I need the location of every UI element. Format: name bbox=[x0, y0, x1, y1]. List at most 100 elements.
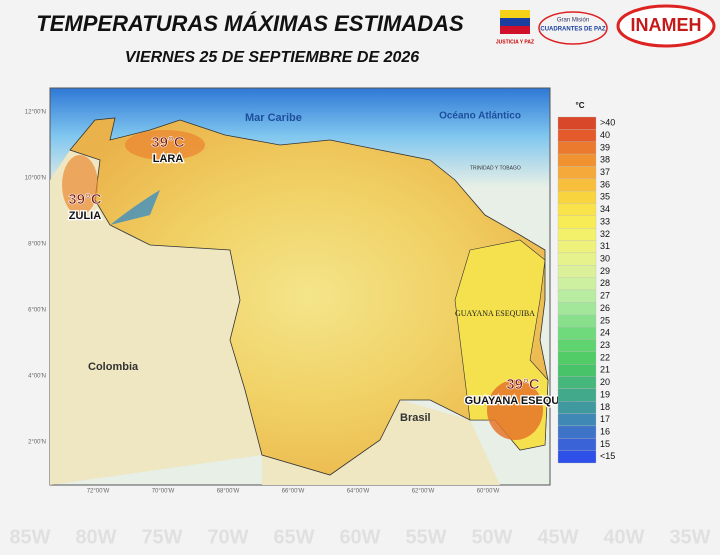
lat-label: 4°00'N bbox=[28, 374, 46, 380]
legend-swatch bbox=[557, 228, 597, 241]
legend-label: 16 bbox=[600, 426, 610, 436]
subtitle: VIERNES 25 DE SEPTIEMBRE DE 2026 bbox=[125, 49, 419, 66]
background-label: 40W bbox=[603, 526, 644, 548]
legend-swatch bbox=[557, 438, 597, 451]
legend-swatch bbox=[557, 141, 597, 155]
legend-label: 30 bbox=[600, 253, 610, 263]
lat-label: 12°00'N bbox=[25, 110, 46, 116]
legend-swatch bbox=[557, 289, 597, 303]
lon-label: 72°00'W bbox=[87, 489, 110, 495]
background-label: 70W bbox=[207, 526, 248, 548]
hotspot-place: ZULIA bbox=[69, 210, 101, 222]
hotspot-value: 39°C bbox=[68, 191, 102, 208]
legend-label: 17 bbox=[600, 414, 610, 424]
legend-swatch bbox=[557, 190, 597, 204]
legend-label: 28 bbox=[600, 278, 610, 288]
legend-swatch bbox=[557, 265, 597, 278]
legend-swatch bbox=[557, 252, 597, 266]
lake bbox=[110, 190, 160, 225]
legend-label: 24 bbox=[600, 328, 610, 338]
legend-label: 22 bbox=[600, 352, 610, 362]
background-label: 45W bbox=[537, 526, 578, 548]
logo-text: JUSTICIA Y PAZ bbox=[496, 39, 534, 45]
legend-label: 39 bbox=[600, 142, 610, 152]
background-label: 60W bbox=[339, 526, 380, 548]
background-label: 80W bbox=[75, 526, 116, 548]
legend-label: 31 bbox=[600, 241, 610, 251]
background-label: 35W bbox=[669, 526, 710, 548]
logo-text: CUADRANTES DE PAZ bbox=[540, 27, 606, 33]
legend-swatch bbox=[557, 203, 597, 217]
legend-label: 21 bbox=[600, 365, 610, 375]
legend-swatch bbox=[557, 450, 597, 464]
lon-label: 60°00'W bbox=[477, 489, 500, 495]
lon-label: 62°00'W bbox=[412, 489, 435, 495]
legend-label: 20 bbox=[600, 377, 610, 387]
lat-label: 2°00'N bbox=[28, 440, 46, 446]
lon-label: 70°00'W bbox=[152, 489, 175, 495]
legend-label: >40 bbox=[600, 118, 615, 128]
map-label: GUAYANA ESEQUIBA bbox=[455, 309, 535, 318]
hotspot-value: 39°C bbox=[151, 134, 185, 151]
logo-text: Gran Misión bbox=[557, 18, 589, 24]
map-label: Mar Caribe bbox=[245, 112, 302, 124]
legend-label: 33 bbox=[600, 216, 610, 226]
legend-label: 37 bbox=[600, 167, 610, 177]
legend-label: 35 bbox=[600, 192, 610, 202]
legend-label: 18 bbox=[600, 402, 610, 412]
legend-label: <15 bbox=[600, 451, 615, 461]
legend-label: 29 bbox=[600, 266, 610, 276]
legend-label: 40 bbox=[600, 130, 610, 140]
title: TEMPERATURAS MÁXIMAS ESTIMADAS bbox=[36, 11, 464, 36]
logo-text: INAMEH bbox=[631, 15, 702, 35]
map-label: Océano Atlántico bbox=[439, 111, 521, 122]
legend-swatch bbox=[557, 116, 597, 130]
legend-swatch bbox=[557, 178, 597, 192]
lat-label: 8°00'N bbox=[28, 242, 46, 248]
background-label: 75W bbox=[141, 526, 182, 548]
legend-label: 36 bbox=[600, 179, 610, 189]
lon-label: 68°00'W bbox=[217, 489, 240, 495]
legend-swatch bbox=[557, 215, 597, 229]
background-label: 85W bbox=[9, 526, 50, 548]
legend-swatch bbox=[557, 425, 597, 439]
background-label: 55W bbox=[405, 526, 446, 548]
hot-area bbox=[487, 380, 543, 440]
legend-label: 27 bbox=[600, 291, 610, 301]
legend-swatch bbox=[557, 413, 597, 427]
legend-swatch bbox=[557, 129, 597, 142]
legend-swatch bbox=[557, 153, 597, 167]
map-label: Brasil bbox=[400, 412, 431, 424]
legend-swatch bbox=[557, 388, 597, 402]
lon-label: 64°00'W bbox=[347, 489, 370, 495]
hotspot-place: GUAYANA ESEQUIBA. bbox=[465, 395, 582, 407]
legend-swatch bbox=[557, 314, 597, 328]
legend-swatch bbox=[557, 166, 597, 179]
legend-swatch bbox=[557, 339, 597, 352]
lat-label: 10°00'N bbox=[25, 176, 46, 182]
brasil-land bbox=[262, 400, 500, 485]
background-label: 50W bbox=[471, 526, 512, 548]
legend-swatch bbox=[557, 401, 597, 414]
background-label: 65W bbox=[273, 526, 314, 548]
legend-label: 25 bbox=[600, 315, 610, 325]
legend-swatch bbox=[557, 376, 597, 390]
legend-label: 34 bbox=[600, 204, 610, 214]
map: Mar Caribe Océano Atlántico Colombia Bra… bbox=[25, 87, 583, 495]
legend-label: 19 bbox=[600, 389, 610, 399]
hotspot-place: LARA bbox=[153, 153, 184, 165]
legend-label: 26 bbox=[600, 303, 610, 313]
colombia-land bbox=[50, 150, 262, 485]
legend-swatch bbox=[557, 240, 597, 254]
legend-label: 15 bbox=[600, 439, 610, 449]
legend-swatch bbox=[557, 277, 597, 291]
legend-unit: °C bbox=[576, 101, 585, 110]
legend-swatch bbox=[557, 302, 597, 315]
hotspot-value: 39°C bbox=[506, 376, 540, 393]
legend-label: 23 bbox=[600, 340, 610, 350]
lon-label: 66°00'W bbox=[282, 489, 305, 495]
map-label: Colombia bbox=[88, 361, 139, 373]
legend-swatch bbox=[557, 351, 597, 365]
logos: JUSTICIA Y PAZ Gran Misión CUADRANTES DE… bbox=[496, 4, 716, 48]
